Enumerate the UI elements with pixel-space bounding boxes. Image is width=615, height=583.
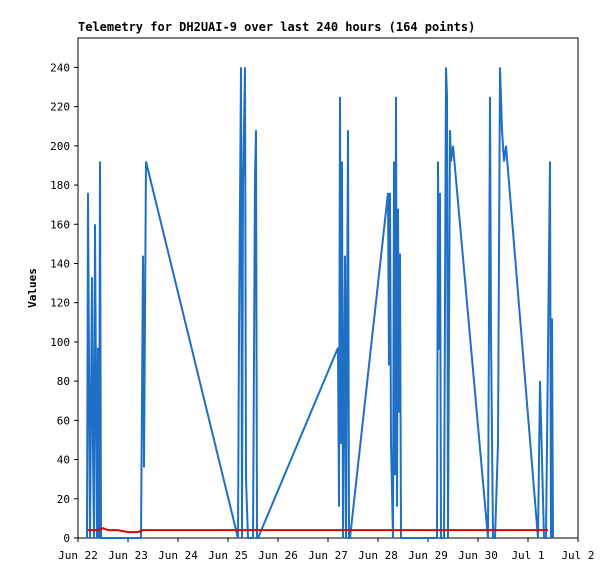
x-tick-label: Jul 2 bbox=[561, 549, 594, 562]
y-tick-label: 140 bbox=[50, 257, 70, 270]
y-tick-label: 80 bbox=[57, 375, 70, 388]
plot-area bbox=[77, 37, 579, 539]
x-tick-label: Jun 25 bbox=[208, 549, 248, 562]
y-tick-label: 100 bbox=[50, 336, 70, 349]
y-tick-label: 220 bbox=[50, 101, 70, 114]
y-tick-label: 160 bbox=[50, 218, 70, 231]
data-line bbox=[86, 67, 554, 539]
y-tick-label: 180 bbox=[50, 179, 70, 192]
x-tick-label: Jun 23 bbox=[108, 549, 148, 562]
y-tick-label: 120 bbox=[50, 297, 70, 310]
x-tick-label: Jun 26 bbox=[258, 549, 298, 562]
y-tick-label: 240 bbox=[50, 61, 70, 74]
x-tick-label: Jun 22 bbox=[58, 549, 98, 562]
y-tick-label: 200 bbox=[50, 140, 70, 153]
y-tick-label: 20 bbox=[57, 493, 70, 506]
x-tick-label: Jun 24 bbox=[158, 549, 198, 562]
y-axis-label: Values bbox=[26, 268, 39, 308]
y-tick-label: 60 bbox=[57, 414, 70, 427]
x-tick-label: Jun 30 bbox=[458, 549, 498, 562]
x-tick-label: Jul 1 bbox=[511, 549, 544, 562]
data-line bbox=[88, 527, 548, 534]
y-tick-label: 40 bbox=[57, 454, 70, 467]
x-tick-label: Jun 27 bbox=[308, 549, 348, 562]
chart-title: Telemetry for DH2UAI-9 over last 240 hou… bbox=[78, 20, 475, 34]
x-tick-label: Jun 28 bbox=[358, 549, 398, 562]
x-tick-label: Jun 29 bbox=[408, 549, 448, 562]
y-tick-label: 0 bbox=[63, 532, 70, 545]
